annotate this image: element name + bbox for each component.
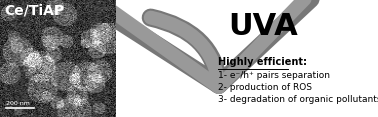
Text: Ce/TiAP: Ce/TiAP: [4, 4, 64, 18]
Text: Highly efficient:: Highly efficient:: [218, 57, 307, 67]
Text: 3- degradation of organic pollutants: 3- degradation of organic pollutants: [218, 95, 378, 104]
Text: 1- e⁻/h⁺ pairs separation: 1- e⁻/h⁺ pairs separation: [218, 71, 330, 80]
Text: 200 nm: 200 nm: [6, 101, 30, 106]
FancyArrowPatch shape: [0, 0, 378, 85]
FancyArrowPatch shape: [0, 0, 378, 87]
Text: UVA: UVA: [228, 12, 298, 41]
Text: 2- production of ROS: 2- production of ROS: [218, 83, 312, 92]
